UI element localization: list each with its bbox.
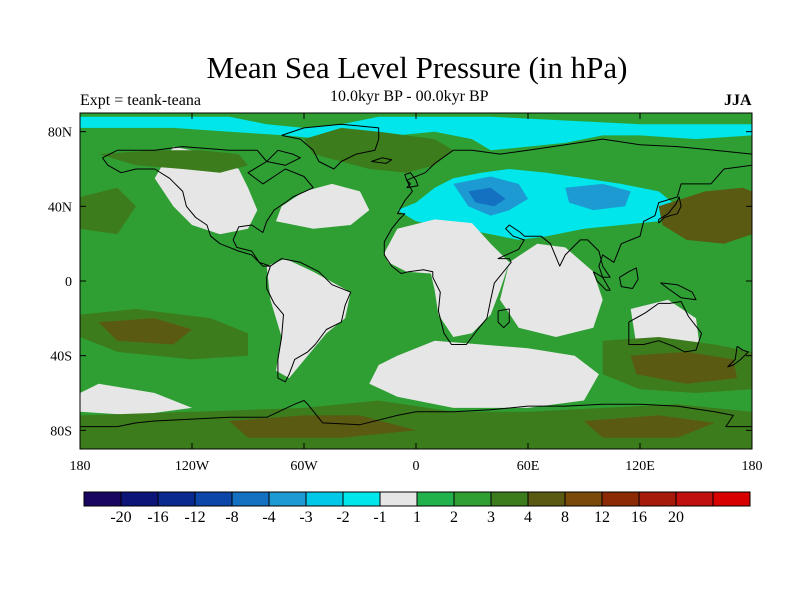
coastline-madagascar xyxy=(497,308,510,329)
coastline-australia xyxy=(628,301,703,353)
region-north-america-high xyxy=(98,150,248,173)
coastline-antarctica xyxy=(80,400,752,428)
lat-tick-label: 80N xyxy=(48,126,72,141)
colorbar-swatch xyxy=(231,491,270,507)
coastline-sumatra xyxy=(592,271,611,291)
lon-tick-label: 180 xyxy=(70,459,91,474)
lon-tick-label: 60E xyxy=(517,459,540,474)
colorbar-swatch xyxy=(120,491,159,507)
lon-tick-label: 180 xyxy=(742,459,763,474)
colorbar-swatch xyxy=(490,491,529,507)
colorbar-swatch xyxy=(712,491,751,507)
colorbar-swatch xyxy=(675,491,714,507)
season-label: JJA xyxy=(724,92,752,109)
colorbar-label: -16 xyxy=(147,509,168,526)
colorbar-label: 4 xyxy=(524,509,532,526)
page-title: Mean Sea Level Pressure (in hPa) xyxy=(206,50,628,85)
colorbar-swatch xyxy=(379,491,418,507)
colorbar-label: -20 xyxy=(110,509,131,526)
region-asia-low-core-east xyxy=(565,183,631,211)
lon-tick-label: 120E xyxy=(625,459,655,474)
region-west-pacific-near-zero xyxy=(80,383,192,416)
colorbar-label: 2 xyxy=(450,509,458,526)
coastline-new-zealand xyxy=(727,345,749,368)
subtitle: 10.0kyr BP - 00.0kyr BP xyxy=(330,88,489,105)
colorbar: -20 -16 -12 -8 -4 -3 -2 -1 1 2 3 4 8 12 16 20 xyxy=(83,491,751,526)
colorbar-label: 8 xyxy=(561,509,569,526)
region-south-atlantic-near-zero xyxy=(369,340,599,408)
colorbar-label: 20 xyxy=(668,509,684,526)
coastline-baffin xyxy=(266,149,301,166)
coastline-british-isles xyxy=(404,172,419,189)
coastlines xyxy=(80,123,752,428)
lon-tick-label: 120W xyxy=(175,459,210,474)
pressure-field xyxy=(80,113,752,449)
colorbar-swatch xyxy=(83,491,122,507)
colorbar-swatch xyxy=(416,491,455,507)
colorbar-swatch xyxy=(342,491,381,507)
region-east-antarctic-high-core xyxy=(584,415,715,438)
coastline-greenland xyxy=(281,123,380,170)
colorbar-label: -1 xyxy=(373,509,386,526)
colorbar-swatch xyxy=(157,491,196,507)
region-antarctic-high-core xyxy=(229,415,416,438)
lat-tick-label: 80S xyxy=(50,424,72,439)
lon-tick-label: 0 xyxy=(413,459,420,474)
colorbar-swatch xyxy=(527,491,566,507)
map-axes: 180 120W 60W 0 60E 120E 180 80N 40N 0 40S 80S xyxy=(48,113,763,474)
region-south-pacific-high-core xyxy=(98,318,192,345)
region-north-atlantic-near-zero xyxy=(276,183,370,229)
lat-tick-label: 40S xyxy=(50,350,72,365)
colorbar-swatch xyxy=(268,491,307,507)
coastline-new-guinea xyxy=(660,282,697,301)
region-asia-low-deep xyxy=(468,187,506,207)
region-east-pacific-high xyxy=(80,187,136,235)
lat-tick-label: 0 xyxy=(65,275,72,290)
region-south-america-near-zero xyxy=(266,258,351,379)
colorbar-swatch xyxy=(638,491,677,507)
colorbar-swatch xyxy=(601,491,640,507)
coastline-borneo xyxy=(619,267,639,289)
coastline-north-america xyxy=(101,146,314,267)
colorbar-label: -3 xyxy=(299,509,312,526)
region-africa-near-zero xyxy=(384,219,510,337)
lon-tick-label: 60W xyxy=(290,459,318,474)
colorbar-swatch xyxy=(453,491,492,507)
colorbar-label: 1 xyxy=(413,509,421,526)
region-indian-ocean-near-zero xyxy=(500,243,603,337)
colorbar-label: 3 xyxy=(487,509,495,526)
region-arctic-low-north-atlantic xyxy=(80,116,752,151)
coastline-iceland xyxy=(371,157,393,164)
colorbar-label: 16 xyxy=(631,509,647,526)
colorbar-swatch xyxy=(194,491,233,507)
experiment-label: Expt = teank-teana xyxy=(80,92,201,109)
region-south-indian-high-core xyxy=(630,351,738,384)
region-north-pacific-high xyxy=(658,187,752,244)
coastline-japan xyxy=(658,196,682,224)
coastline-south-america xyxy=(266,258,352,383)
colorbar-label: -8 xyxy=(225,509,238,526)
colorbar-swatch xyxy=(564,491,603,507)
lat-tick-label: 40N xyxy=(48,200,72,215)
colorbar-label: -4 xyxy=(262,509,275,526)
colorbar-label: 12 xyxy=(594,509,610,526)
coastline-eurasia-africa xyxy=(383,138,752,345)
colorbar-label: -12 xyxy=(184,509,205,526)
colorbar-swatch xyxy=(305,491,344,507)
colorbar-label: -2 xyxy=(336,509,349,526)
